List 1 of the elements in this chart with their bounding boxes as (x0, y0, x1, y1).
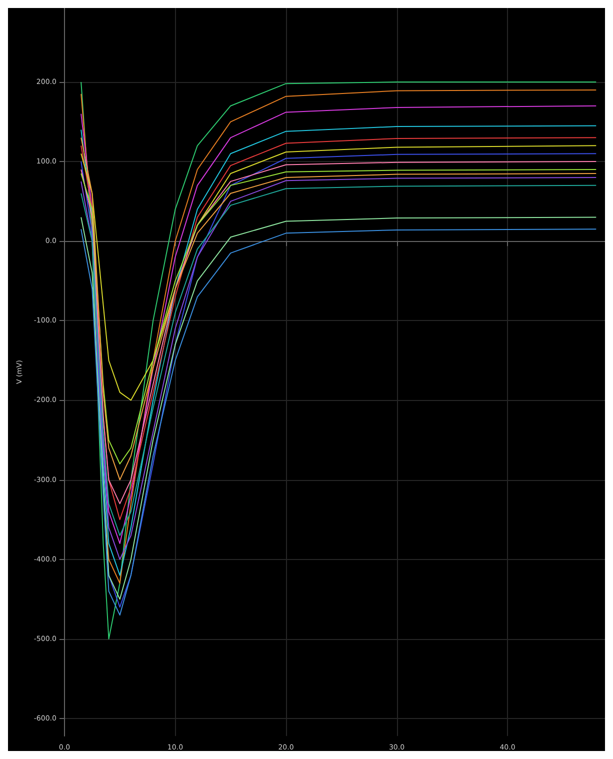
line-series (80, 145, 597, 401)
